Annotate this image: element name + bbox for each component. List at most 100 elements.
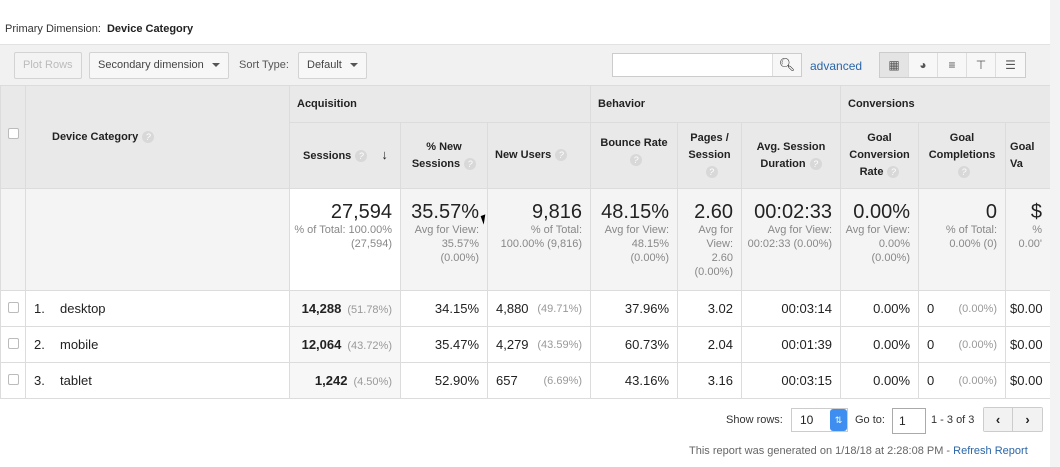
advanced-link[interactable]: advanced [810, 59, 863, 73]
help-icon[interactable]: ? [630, 154, 643, 166]
column-header-sessions[interactable]: Sessions? ↓ [289, 122, 401, 189]
search-input[interactable]: 🔍︎ [612, 53, 802, 77]
row-sessions: 12,064 (43.72%) [289, 326, 401, 363]
column-header-avg-session-duration[interactable]: Avg. Session Duration? [741, 122, 842, 189]
totals-row: 27,594% of Total: 100.00% (27,594) 35.57… [0, 188, 1052, 291]
row-dimension: 1. desktop [25, 290, 290, 327]
column-header-new-users[interactable]: New Users? [486, 122, 592, 189]
goto-input[interactable]: 1 [892, 408, 926, 434]
row-goal-value: $0.00 [1005, 290, 1052, 327]
updown-icon: ⇅ [830, 409, 847, 431]
row-checkbox[interactable] [7, 374, 19, 385]
help-icon[interactable]: ? [355, 150, 368, 162]
table-row: 1. desktop 14,288 (51.78%) 34.15% 4,880 (49… [0, 290, 1052, 327]
table-row: 3. tablet 1,242 (4.50%) 52.90% 657 (6.69%) … [0, 362, 1052, 399]
row-new-users: 4,279 (43.59%) [486, 326, 592, 363]
completions-value: 0 [927, 373, 935, 388]
help-icon[interactable]: ? [142, 131, 155, 143]
new-users-pct: (49.71%) [537, 303, 583, 315]
primary-dimension-value[interactable]: Device Category [106, 23, 194, 35]
sort-type-label: Sort Type: [239, 59, 289, 71]
new-users-value: 657 [496, 373, 518, 388]
total-sub: Avg for View: 48.15% (0.00%) [604, 224, 670, 264]
help-icon[interactable]: ? [555, 149, 568, 161]
total-value: 48.15% [601, 201, 670, 223]
row-dimension: 3. tablet [25, 362, 290, 399]
sessions-pct: (4.50%) [353, 376, 392, 388]
total-value: $ [1030, 201, 1043, 223]
row-device-link[interactable]: mobile [60, 337, 99, 352]
row-device-link[interactable]: desktop [60, 301, 106, 316]
group-acquisition: Acquisition [288, 85, 592, 123]
row-checkbox[interactable] [7, 338, 19, 349]
help-icon[interactable]: ? [464, 157, 477, 170]
column-label: % New Sessions [411, 140, 462, 170]
total-sub: % of Total: 0.00% (0) [945, 224, 998, 250]
column-header-bounce-rate[interactable]: Bounce Rate? [590, 122, 679, 189]
total-value: 9,816 [531, 201, 583, 223]
help-icon[interactable]: ? [705, 166, 718, 178]
secondary-dimension-dropdown[interactable]: Secondary dimension [89, 52, 229, 79]
row-device-link[interactable]: tablet [60, 373, 92, 388]
row-sessions: 1,242 (4.50%) [289, 362, 401, 399]
performance-view-icon[interactable]: ≡ [938, 53, 967, 77]
row-checkbox[interactable] [7, 302, 19, 313]
completions-value: 0 [927, 337, 935, 352]
total-sub: % of Total: 100.00% (9,816) [500, 224, 583, 250]
column-header-new-sessions[interactable]: % New Sessions? [400, 122, 488, 189]
pivot-view-icon[interactable]: ☰ [996, 53, 1025, 77]
sessions-pct: (43.72%) [347, 340, 392, 352]
search-icon[interactable]: 🔍︎ [772, 54, 801, 76]
plot-rows-button[interactable]: Plot Rows [14, 52, 82, 79]
data-table: Device Category? Acquisition Behavior Co… [0, 85, 1052, 399]
total-sub: % 0.00' [1018, 224, 1043, 250]
show-rows-select[interactable]: 10 ⇅ [791, 408, 848, 432]
row-goal-completions: 0 (0.00%) [918, 362, 1007, 399]
completions-pct: (0.00%) [958, 339, 998, 351]
completions-pct: (0.00%) [958, 303, 998, 315]
total-value: 0 [985, 201, 998, 223]
column-header-goal-value[interactable]: Goal Va [1005, 122, 1052, 189]
row-sessions: 14,288 (51.78%) [289, 290, 401, 327]
column-header-pages-session[interactable]: Pages / Session? [677, 122, 743, 189]
row-index: 2. [34, 337, 45, 352]
help-icon[interactable]: ? [809, 157, 822, 170]
table-row: 2. mobile 12,064 (43.72%) 35.47% 4,279 (43.… [0, 326, 1052, 363]
row-new-users: 4,880 (49.71%) [486, 290, 592, 327]
column-header-goal-completions[interactable]: Goal Completions? [918, 122, 1007, 189]
table-view-icon[interactable]: ▦ [880, 53, 909, 77]
pagination-range: 1 - 3 of 3 [931, 414, 975, 426]
help-icon[interactable]: ? [958, 166, 971, 178]
comparison-view-icon[interactable]: ⊤ [967, 53, 996, 77]
row-goal-value: $0.00 [1005, 326, 1052, 363]
scrollbar[interactable] [1050, 0, 1060, 467]
sessions-value: 1,242 [314, 373, 348, 388]
column-header-goal-conversion-rate[interactable]: Goal Conversion Rate? [840, 122, 920, 189]
row-new-sessions: 35.47% [400, 326, 488, 363]
total-avg-duration: 00:02:33 Avg for View: 00:02:33 (0.00%) [741, 188, 842, 291]
table-toolbar: Plot Rows Secondary dimension Sort Type:… [0, 44, 1050, 85]
prev-page-icon[interactable]: ‹ [984, 408, 1013, 431]
new-users-value: 4,880 [496, 301, 529, 316]
generated-text: This report was generated on 1/18/18 at … [689, 445, 954, 457]
group-behavior: Behavior [590, 85, 842, 123]
help-icon[interactable]: ? [887, 166, 900, 178]
pie-view-icon[interactable]: ◕ [909, 53, 938, 77]
row-index: 1. [34, 301, 45, 316]
row-goal-value: $0.00 [1005, 362, 1052, 399]
select-all-checkbox[interactable] [7, 128, 19, 139]
row-checkbox-cell [0, 362, 26, 399]
row-index: 3. [34, 373, 45, 388]
dimension-header[interactable]: Device Category? [25, 85, 290, 189]
sort-type-dropdown[interactable]: Default [298, 52, 367, 79]
total-sub: Avg for View: 00:02:33 (0.00%) [747, 224, 833, 250]
total-new-sessions: 35.57% Avg for View: 35.57% (0.00%) [400, 188, 488, 291]
refresh-report-link[interactable]: Refresh Report [953, 445, 1028, 457]
sort-descending-icon[interactable]: ↓ [381, 147, 388, 162]
column-label: Goal Va [1010, 140, 1035, 170]
next-page-icon[interactable]: › [1013, 408, 1042, 431]
total-sessions: 27,594% of Total: 100.00% (27,594) [289, 188, 401, 291]
column-label: Goal Conversion Rate [849, 132, 910, 178]
row-avg-duration: 00:03:15 [741, 362, 842, 399]
primary-dimension-label: Primary Dimension: [5, 23, 101, 35]
